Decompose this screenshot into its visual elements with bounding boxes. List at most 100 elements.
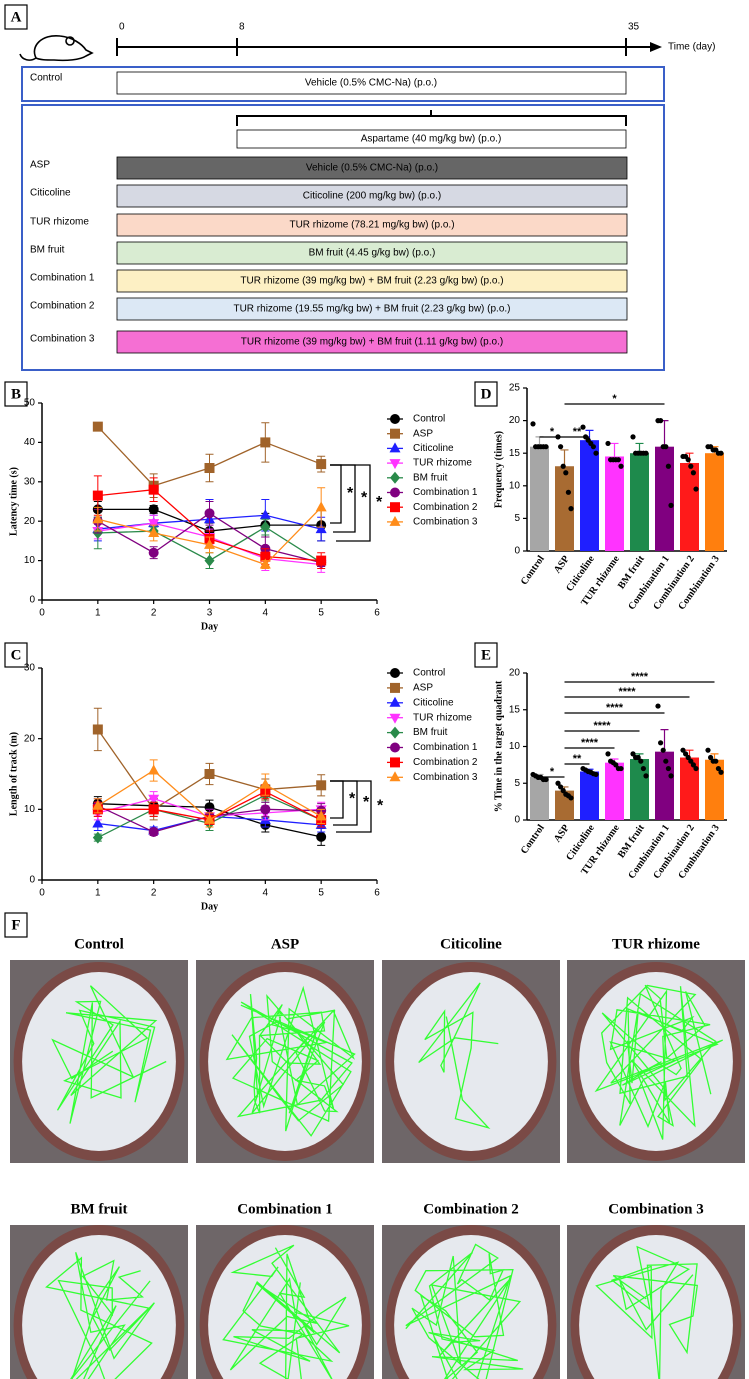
y-tick-label: 5: [514, 778, 520, 789]
induction-text: Aspartame (40 mg/kg bw) (p.o.): [361, 134, 502, 145]
data-point: [316, 780, 327, 791]
data-point: [92, 831, 103, 844]
plate-title: Combination 3: [608, 1201, 703, 1217]
data-point: [690, 762, 697, 768]
legend-marker: [389, 459, 401, 470]
error-bar: [660, 420, 669, 447]
significance-label: ****: [606, 702, 624, 714]
legend-label: Combination 2: [413, 502, 478, 513]
y-tick-label: 10: [24, 804, 36, 815]
data-point: [663, 444, 669, 450]
data-point: [605, 440, 611, 447]
legend-marker: [390, 471, 400, 484]
y-tick-label: 0: [29, 875, 35, 886]
panel-label: D: [481, 386, 492, 402]
significance-bracket: [330, 780, 344, 819]
significance-label: *: [361, 490, 368, 507]
y-tick-label: 10: [509, 741, 521, 752]
y-tick-label: 15: [509, 448, 521, 459]
x-tick-label: Control: [519, 823, 547, 857]
data-point: [615, 457, 622, 463]
timeline-tick-label: 35: [628, 22, 640, 33]
data-point: [643, 450, 649, 456]
legend-label: TUR rhizome: [413, 712, 472, 723]
x-tick-label: 6: [374, 608, 380, 619]
y-tick-label: 20: [24, 516, 36, 527]
legend-label: Combination 1: [413, 742, 478, 753]
data-point: [316, 459, 327, 470]
data-point: [715, 765, 722, 772]
data-point: [565, 489, 572, 495]
bar: [605, 762, 624, 820]
pool-water: [579, 971, 733, 1152]
data-point: [718, 769, 724, 775]
y-axis-label: % Time in the target quadrant: [493, 680, 504, 812]
x-tick-label: 5: [318, 608, 324, 619]
data-point: [259, 778, 271, 789]
data-point: [665, 463, 672, 469]
plate: [199, 1225, 371, 1379]
data-point: [638, 758, 644, 764]
group-name: BM fruit: [30, 245, 65, 256]
significance-label: *: [377, 798, 384, 815]
x-tick-label: 3: [207, 888, 213, 899]
data-point: [718, 450, 724, 456]
significance-label: *: [550, 766, 555, 778]
y-tick-label: 30: [24, 663, 36, 674]
data-point: [640, 765, 647, 772]
data-point: [530, 421, 536, 427]
legend-label: ASP: [413, 683, 433, 694]
data-point: [315, 810, 327, 821]
panel-label: E: [481, 647, 491, 663]
bar: [705, 453, 724, 551]
data-point: [204, 554, 215, 567]
data-point: [630, 751, 636, 757]
significance-label: *: [349, 791, 356, 808]
legend-marker: [389, 442, 401, 453]
swim-track: [594, 984, 723, 1140]
x-tick-label: 5: [318, 888, 324, 899]
treatment-bar: [116, 156, 628, 180]
legend-marker: [390, 682, 400, 693]
data-point: [655, 703, 661, 709]
data-point: [630, 434, 636, 440]
plate: [199, 962, 371, 1161]
y-tick-label: 0: [29, 595, 35, 606]
legend-marker: [390, 414, 400, 424]
timeline-arrow: [650, 42, 662, 52]
treatment-text: TUR rhizome (39 mg/kg bw) + BM fruit (2.…: [240, 276, 503, 287]
swim-track: [45, 1252, 155, 1379]
data-point: [558, 444, 564, 450]
data-point: [683, 751, 689, 757]
swim-track: [51, 985, 167, 1124]
bar: [630, 453, 649, 551]
significance-label: ****: [581, 737, 599, 749]
data-point: [204, 769, 215, 779]
legend-marker: [390, 742, 400, 753]
significance-label: ****: [593, 720, 611, 732]
data-point: [92, 513, 104, 524]
panel-label-box: [4, 642, 28, 668]
legend-marker: [389, 771, 401, 782]
data-point: [148, 794, 160, 805]
data-point: [693, 765, 699, 772]
timeline-label: Time (day): [668, 42, 715, 53]
x-tick-label: 4: [263, 888, 269, 899]
legend-marker: [390, 757, 400, 768]
data-point: [204, 463, 215, 474]
plate-title: TUR rhizome: [612, 936, 700, 952]
error-bar: [560, 449, 569, 467]
y-tick-label: 0: [514, 815, 520, 826]
data-point: [635, 754, 641, 761]
treatment-bar: [116, 241, 628, 265]
data-point: [204, 508, 215, 519]
data-point: [148, 826, 159, 837]
data-point: [563, 470, 569, 476]
legend-marker: [390, 502, 400, 513]
treatment-bar: [116, 297, 628, 321]
x-tick-label: 6: [374, 888, 380, 899]
y-tick-label: 0: [514, 546, 520, 557]
data-point: [260, 804, 271, 815]
data-point: [204, 538, 215, 549]
data-point: [259, 558, 271, 569]
